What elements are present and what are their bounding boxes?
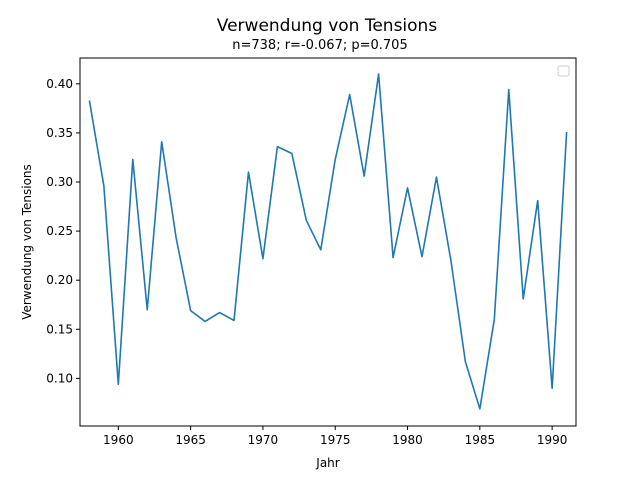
y-tick-label: 0.20 [46,273,73,287]
plot-frame [79,57,577,427]
plot-area [88,73,568,410]
y-tick-label: 0.15 [46,322,73,336]
x-tick-label: 1960 [103,433,134,447]
x-axis-label: Jahr [315,456,339,470]
y-tick-label: 0.10 [46,371,73,385]
chart-title: Verwendung von Tensions [217,16,438,36]
x-tick-label: 1985 [465,433,496,447]
x-tick-label: 1975 [320,433,351,447]
y-tick-label: 0.40 [46,77,73,91]
legend-box [557,65,570,77]
x-tick-label: 1990 [537,433,568,447]
y-tick-label: 0.30 [46,175,73,189]
x-tick-label: 1965 [175,433,206,447]
x-tick-label: 1970 [248,433,279,447]
chart-subtitle: n=738; r=-0.067; p=0.705 [232,38,407,53]
y-tick-label: 0.25 [46,224,73,238]
series-line [88,73,568,410]
y-tick-label: 0.35 [46,126,73,140]
y-axis-label: Verwendung von Tensions [20,164,34,320]
x-tick-label: 1980 [392,433,423,447]
